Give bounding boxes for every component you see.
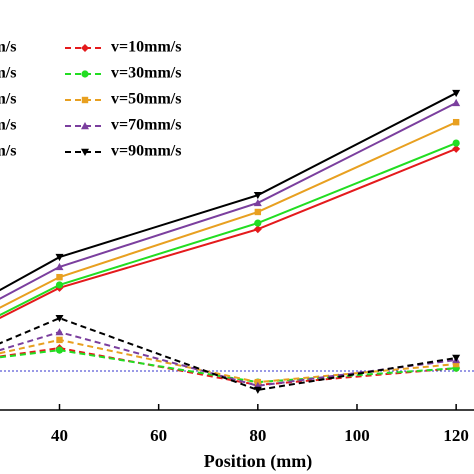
x-tick-label: 60 xyxy=(150,426,167,445)
series-line xyxy=(0,349,457,384)
marker xyxy=(452,118,460,126)
series-line xyxy=(0,331,457,387)
legend-label: v=90mm/s xyxy=(0,143,16,160)
marker xyxy=(254,219,262,227)
series-line xyxy=(0,317,457,391)
series-line xyxy=(0,142,457,317)
marker xyxy=(81,148,89,156)
legend-label: v=30mm/s xyxy=(111,65,181,82)
x-tick-label: 80 xyxy=(249,426,266,445)
series-line xyxy=(0,147,457,319)
series-line xyxy=(0,102,457,300)
marker xyxy=(55,328,64,336)
series-line xyxy=(0,92,457,292)
legend-label: v=50mm/s xyxy=(111,91,181,108)
marker xyxy=(55,314,64,323)
series-line xyxy=(0,338,457,384)
legend-label: v=10mm/s xyxy=(0,39,16,56)
marker xyxy=(452,98,461,107)
marker xyxy=(253,386,262,394)
legend-label: v=10mm/s xyxy=(111,39,181,56)
legend-label: v=30mm/s xyxy=(0,65,16,82)
marker xyxy=(81,70,89,78)
marker xyxy=(452,354,461,362)
marker xyxy=(55,253,64,262)
legend-label: v=70mm/s xyxy=(0,117,16,134)
marker xyxy=(452,89,461,98)
marker xyxy=(253,225,262,234)
marker xyxy=(81,96,89,104)
x-tick-label: 40 xyxy=(51,426,68,445)
plot-area xyxy=(0,89,474,394)
legend-label: v=90mm/s xyxy=(111,143,181,160)
x-tick-label: 100 xyxy=(344,426,370,445)
series-line xyxy=(0,347,457,386)
marker xyxy=(81,44,89,52)
marker xyxy=(55,281,64,289)
series-line xyxy=(0,121,457,309)
marker xyxy=(253,198,262,207)
marker xyxy=(55,346,64,354)
marker xyxy=(253,191,262,200)
x-tick-label: 120 xyxy=(443,426,469,445)
marker xyxy=(452,144,461,153)
marker xyxy=(56,336,63,344)
x-axis-label: Position (mm) xyxy=(204,451,312,472)
marker xyxy=(56,273,63,281)
marker xyxy=(81,122,89,130)
marker xyxy=(254,208,262,216)
marker xyxy=(55,262,64,271)
legend-label: v=50mm/s xyxy=(0,91,16,108)
legend-label: v=70mm/s xyxy=(111,117,181,134)
marker xyxy=(452,139,460,147)
